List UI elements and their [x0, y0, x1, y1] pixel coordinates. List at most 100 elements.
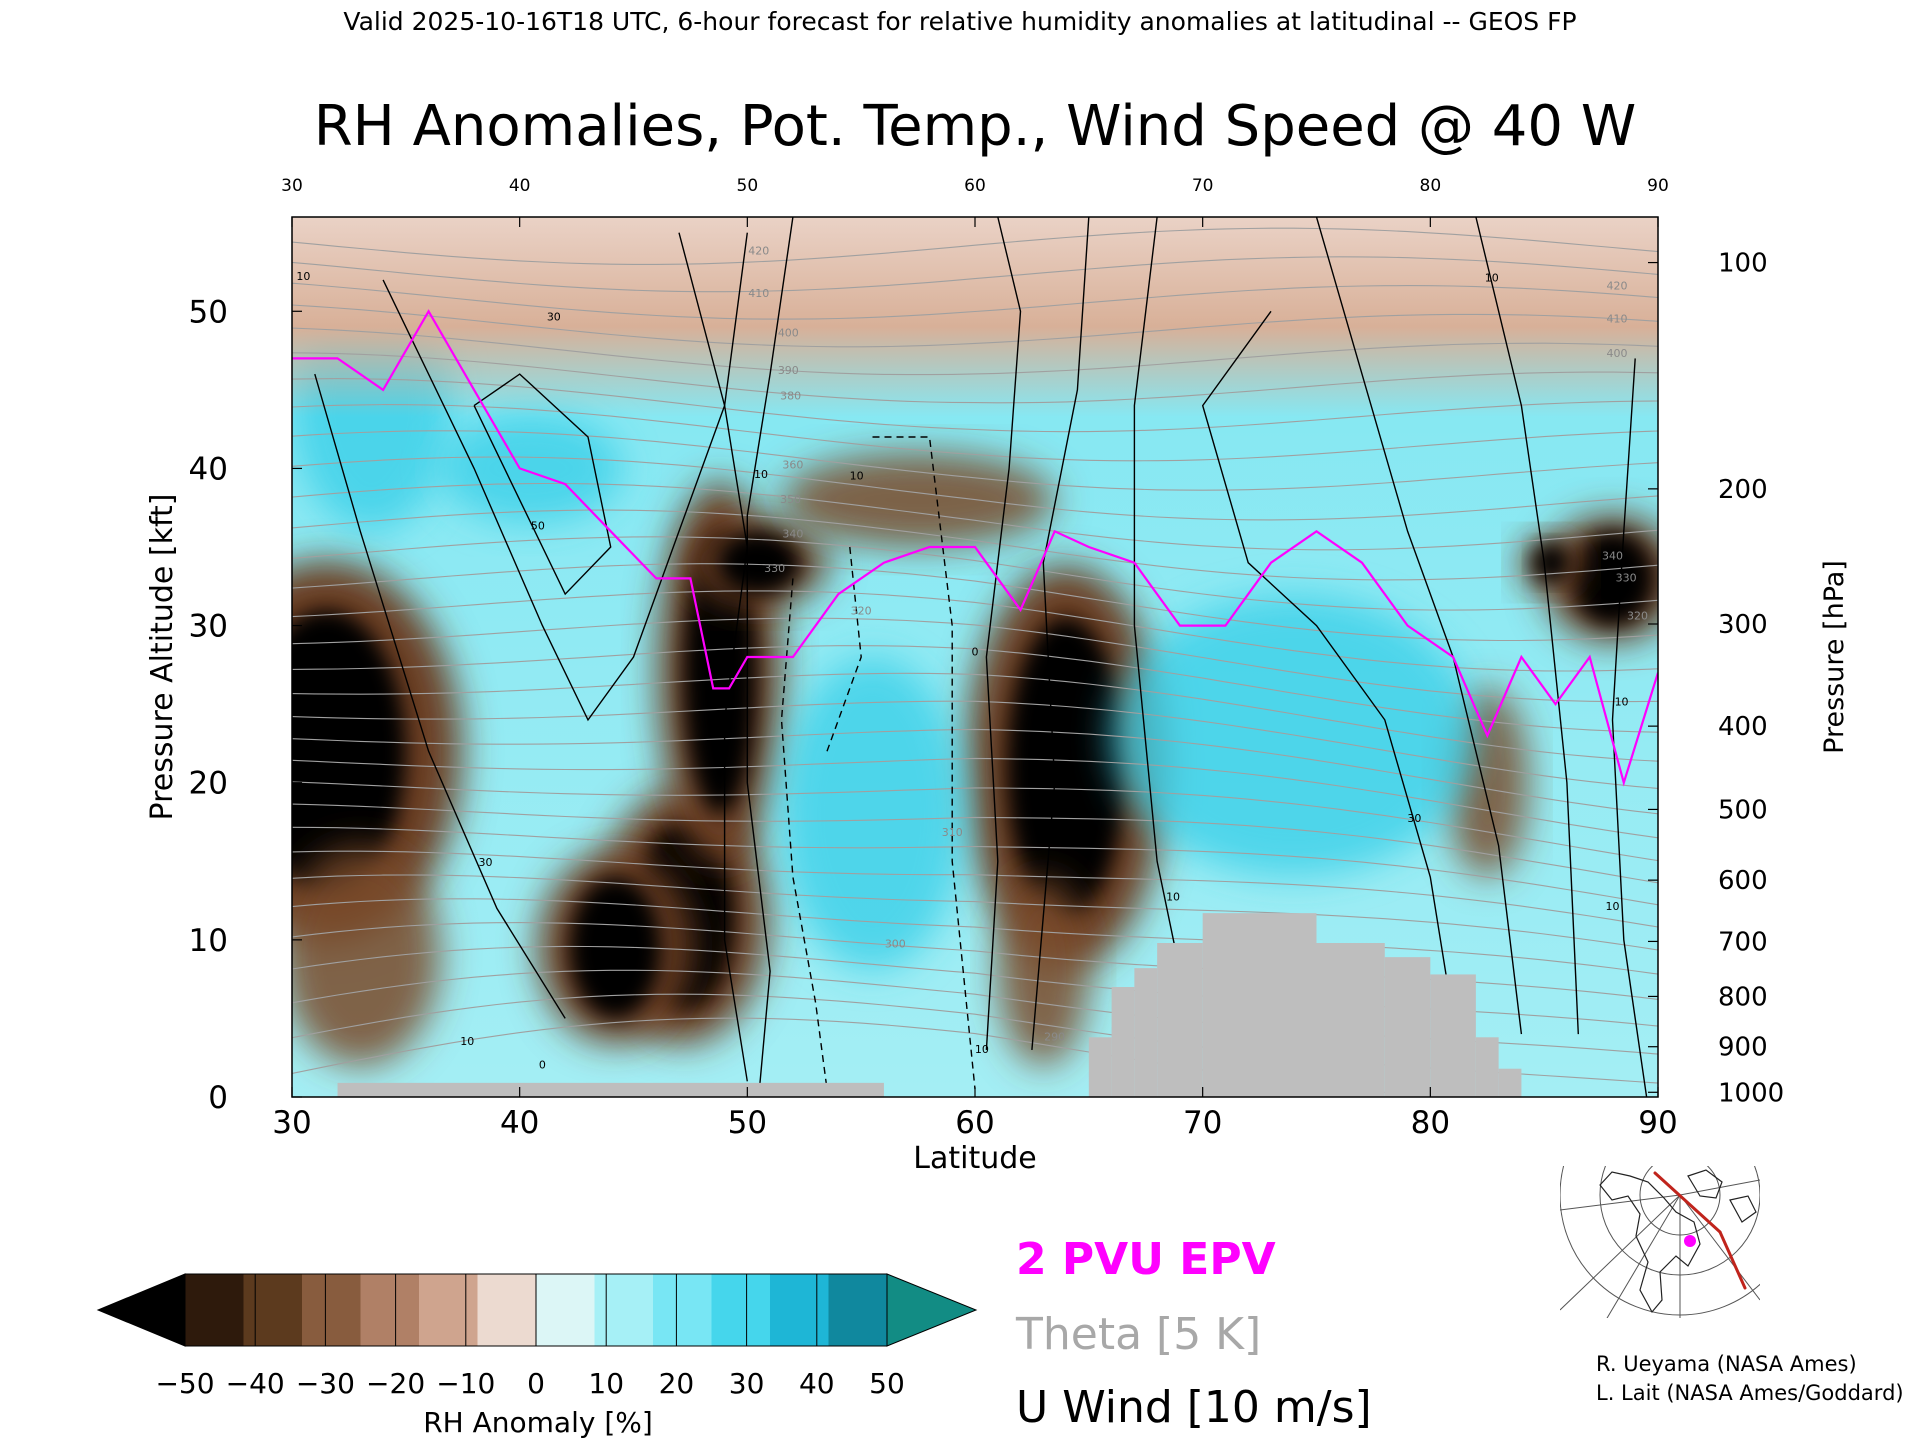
pressure-tick-label-9: 1000: [1718, 1078, 1784, 1108]
wind-contour-2: [473, 373, 612, 596]
theta-contour-5: [292, 898, 1658, 975]
terrain-block-0: [337, 1082, 884, 1097]
x-tick-label-2: 50: [728, 1105, 767, 1141]
chart-title: RH Anomalies, Pot. Temp., Wind Speed @ 4…: [314, 94, 1636, 159]
theta-contour-13: [292, 700, 1658, 789]
theta-contour-28: [292, 304, 1658, 348]
x-top-tick-label-2: 50: [737, 176, 759, 196]
pressure-tick-label-5: 600: [1718, 866, 1768, 896]
pressure-tick-label-4: 500: [1718, 795, 1768, 825]
anomaly-core-1: [1006, 617, 1126, 917]
wind-label-12: 10: [1485, 271, 1499, 284]
epv-contour: [292, 309, 1658, 787]
theta-label-1: 410: [748, 287, 769, 300]
wind-label-2: 50: [531, 520, 545, 533]
colorbar-cell-10: [770, 1274, 829, 1346]
colorbar-cell-0: [185, 1274, 244, 1346]
y-axis-label: Pressure Altitude [kft]: [145, 494, 180, 821]
colorbar-cell-8: [653, 1274, 712, 1346]
colorbar-cell-9: [711, 1274, 771, 1346]
wind-contour-10: [1475, 217, 1579, 1035]
wind-label-9: 10: [975, 1043, 989, 1056]
wind-contour-7: [1133, 217, 1181, 972]
epv-2pvu-line: [292, 309, 1658, 787]
x-tick-label-1: 40: [500, 1105, 539, 1141]
theta-contour-8: [292, 826, 1658, 906]
theta-contour-22: [292, 456, 1658, 521]
pressure-tick-label-2: 300: [1718, 610, 1768, 640]
x-top-tick-label-0: 30: [281, 176, 303, 196]
colorbar-cell-2: [302, 1274, 361, 1346]
theta-label-14: 410: [1607, 312, 1628, 325]
theta-label-15: 400: [1607, 347, 1628, 360]
y-tick-label-3: 30: [189, 609, 228, 645]
theta-contour-9: [292, 803, 1658, 884]
wind-contour-8: [1201, 310, 1454, 1019]
terrain-block-5: [1202, 913, 1317, 1097]
wind-label-11: 30: [1407, 812, 1421, 825]
terrain-block-4: [1157, 943, 1203, 1097]
wind-contour-1: [382, 232, 748, 722]
theta-label-18: 320: [1627, 609, 1648, 622]
theta-contour-7: [292, 850, 1658, 928]
terrain-block-10: [1498, 1068, 1522, 1097]
wind-contour-5: [985, 217, 1022, 1050]
theta-contour-15: [292, 645, 1658, 733]
theta-label-7: 340: [782, 528, 803, 541]
terrain-block-7: [1384, 957, 1431, 1097]
wind-contour-11: [1611, 358, 1648, 1097]
anomaly-brown-9: [997, 877, 1089, 1066]
theta-contour-10: [292, 781, 1658, 862]
theta-contour-26: [292, 352, 1658, 404]
pressure-tick-label-8: 900: [1718, 1033, 1768, 1063]
theta-label-3: 390: [778, 364, 799, 377]
colorbar-tick-3: −20: [366, 1367, 425, 1400]
theta-contour-24: [292, 404, 1658, 462]
wind-label-10: 10: [1166, 891, 1180, 904]
plot-area: 4204104003903803603503403303203103002904…: [292, 217, 1658, 1097]
colorbar-tick-2: −30: [296, 1367, 355, 1400]
wind-contours: [314, 217, 1648, 1097]
x-top-tick-label-5: 80: [1420, 176, 1442, 196]
wind-label-14: 10: [1605, 900, 1619, 913]
y-tick-label-0: 0: [208, 1080, 228, 1116]
colorbar-tick-1: −40: [226, 1367, 285, 1400]
wind-contour-6: [1031, 217, 1090, 1050]
wind-negative-contour-2: [872, 436, 976, 1090]
theta-contour-12: [292, 728, 1658, 815]
pressure-tick-label-0: 100: [1718, 249, 1768, 279]
colorbar-tick-5: 0: [527, 1367, 545, 1400]
terrain-block-2: [1111, 987, 1135, 1097]
anomaly-core-5: [717, 531, 800, 595]
anomaly-moist-14: [1111, 594, 1476, 877]
wind-contour-labels: 10 30 50 10 10 30 10 0 0 10 10 30 10 10 10: [296, 270, 1628, 1072]
theta-label-13: 420: [1607, 279, 1628, 292]
y-tick-label-2: 20: [189, 766, 228, 802]
colorbar-cell-3: [360, 1274, 420, 1346]
colorbar-tick-9: 40: [799, 1367, 835, 1400]
colorbar-tick-8: 30: [729, 1367, 765, 1400]
wind-label-6: 10: [460, 1035, 474, 1048]
theta-contour-21: [292, 482, 1658, 551]
legend-wind: U Wind [10 m/s]: [1016, 1382, 1372, 1433]
upper-dry-layer: [292, 217, 1658, 417]
colorbar-cell-7: [594, 1274, 654, 1346]
anomaly-brown-10: [781, 452, 1055, 547]
legend-theta: Theta [5 K]: [1015, 1309, 1261, 1360]
theta-contour-31: [292, 227, 1658, 265]
theta-label-11: 300: [885, 938, 906, 951]
theta-label-17: 330: [1616, 572, 1637, 585]
x-tick-label-5: 80: [1411, 1105, 1450, 1141]
x-top-tick-label-1: 40: [509, 176, 531, 196]
colorbar-tick-10: 50: [869, 1367, 905, 1400]
wind-contour-0: [314, 373, 566, 1019]
terrain-block-6: [1316, 943, 1385, 1097]
x-axis-label: Latitude: [913, 1141, 1036, 1176]
y-tick-label-5: 50: [189, 294, 228, 330]
terrain-mask: [337, 913, 1522, 1097]
x-tick-label-0: 30: [272, 1105, 311, 1141]
colorbar-cell-1: [243, 1274, 303, 1346]
legend: 2 PVU EPV Theta [5 K] U Wind [10 m/s]: [1015, 1234, 1372, 1433]
pressure-tick-label-3: 400: [1718, 712, 1768, 742]
colorbar-high-arrow: [886, 1273, 978, 1347]
